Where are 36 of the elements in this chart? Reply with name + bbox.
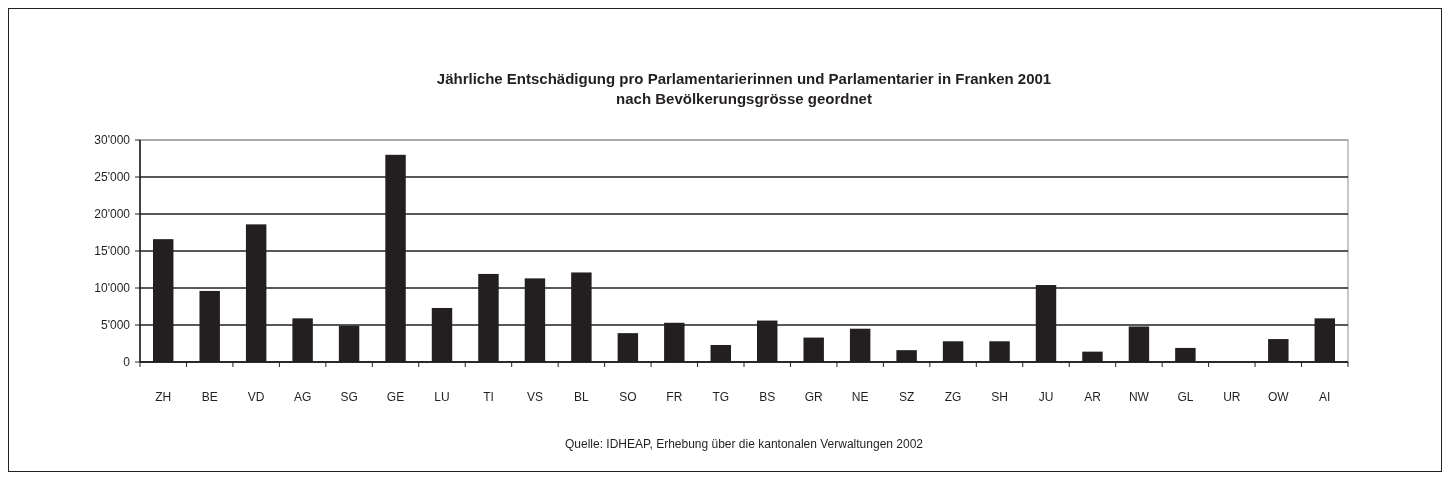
x-tick-label: SG <box>340 390 358 404</box>
y-tick-label: 0 <box>123 355 131 370</box>
y-tick-label: 15'000 <box>94 244 131 259</box>
x-tick-label: GE <box>386 390 405 404</box>
x-tick-label: FR <box>666 390 683 404</box>
x-tick-label: NE <box>851 390 869 404</box>
x-tick-label: LU <box>434 390 450 404</box>
x-tick-label: AG <box>293 390 312 404</box>
x-tick-label: VD <box>247 390 265 404</box>
chart-subtitle: nach Bevölkerungsgrösse geordnet <box>616 90 872 107</box>
y-tick-label: 25'000 <box>94 170 131 185</box>
x-tick-label: AI <box>1319 390 1331 404</box>
x-tick-label: UR <box>1223 390 1241 404</box>
x-tick-label: SZ <box>898 390 915 404</box>
x-tick-label: JU <box>1038 390 1054 404</box>
y-tick-label: 30'000 <box>94 133 131 148</box>
y-tick-label: 10'000 <box>94 281 131 296</box>
x-tick-label: NW <box>1128 390 1150 404</box>
y-tick-label: 20'000 <box>94 207 131 222</box>
x-tick-label: GL <box>1177 390 1194 404</box>
x-tick-label: BL <box>574 390 590 404</box>
x-tick-label: AR <box>1084 390 1102 404</box>
chart-title: Jährliche Entschädigung pro Parlamentarierinnen und Parlamentarier in Franken 2001 <box>436 70 1052 87</box>
x-tick-label: VS <box>526 390 543 404</box>
x-tick-label: BE <box>201 390 218 404</box>
source-note: Quelle: IDHEAP, Erhebung über die kantonalen Verwaltungen 2002 <box>564 437 924 451</box>
x-tick-label: ZH <box>155 390 172 404</box>
x-tick-label: OW <box>1267 390 1290 404</box>
y-tick-label: 5'000 <box>101 318 131 333</box>
x-tick-label: SO <box>619 390 637 404</box>
x-tick-label: GR <box>804 390 824 404</box>
x-tick-label: BS <box>759 390 776 404</box>
x-tick-label: TI <box>483 390 494 404</box>
x-tick-label: SH <box>991 390 1008 404</box>
x-tick-label: TG <box>712 390 730 404</box>
x-tick-label: ZG <box>944 390 962 404</box>
